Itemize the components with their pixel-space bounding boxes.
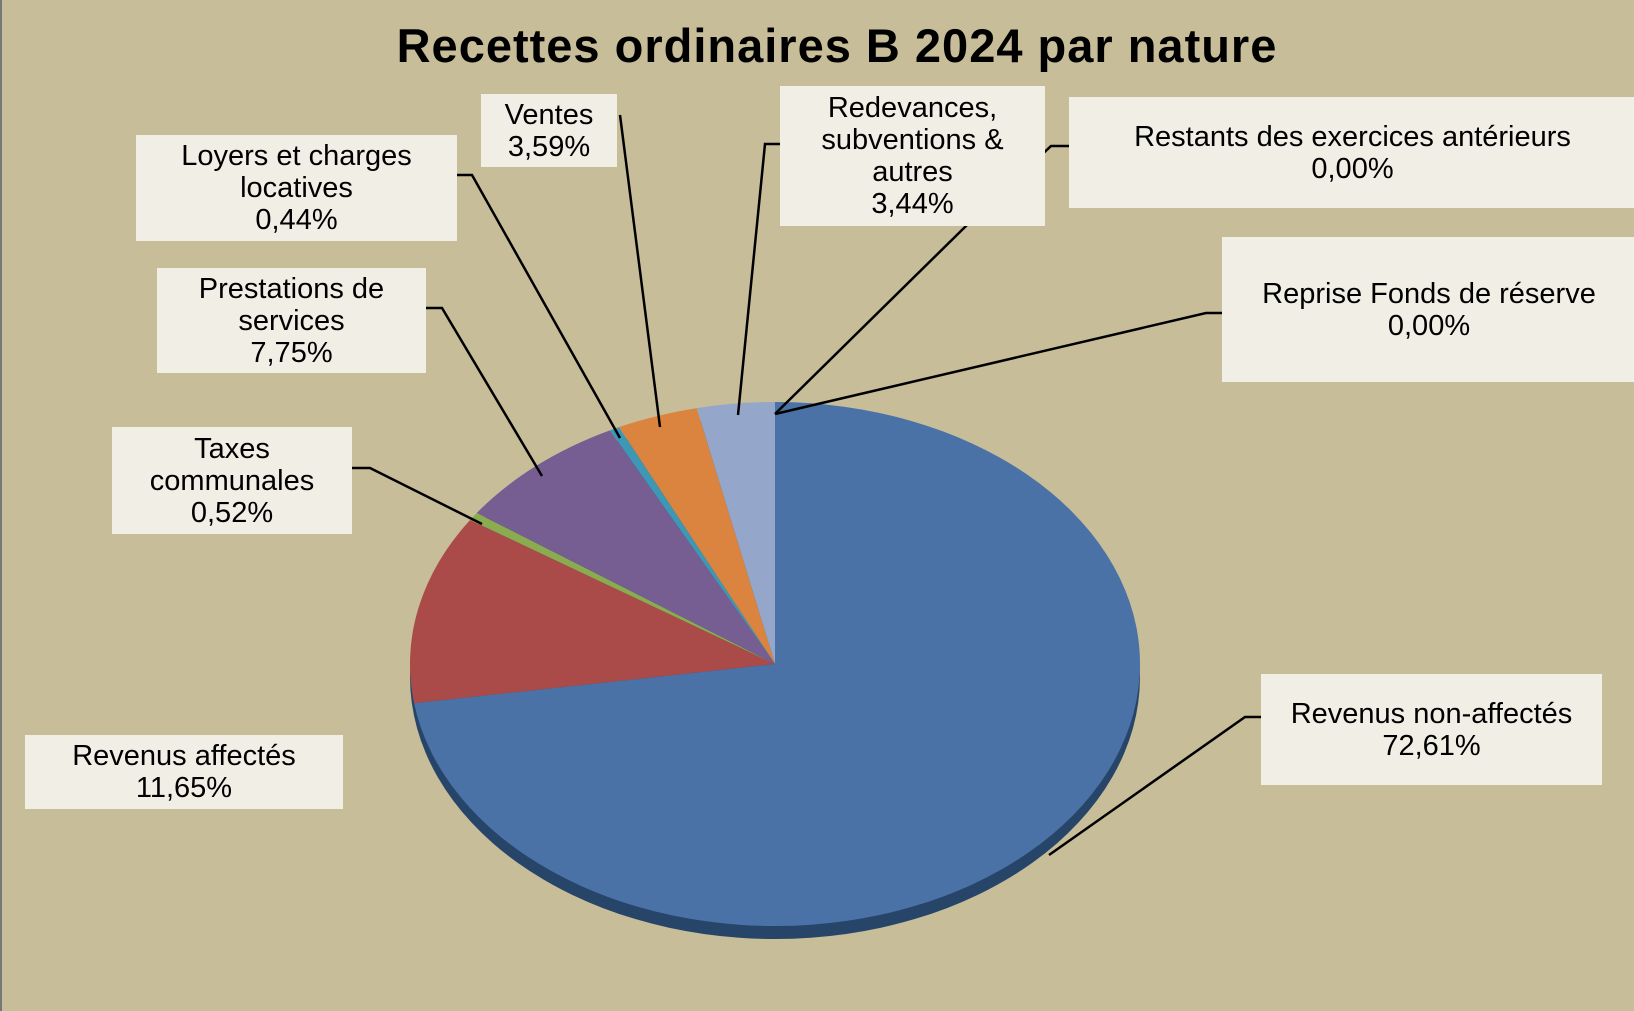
label-value: 11,65% — [135, 772, 233, 804]
label-name: Ventes — [504, 98, 594, 131]
pie-slice — [609, 427, 775, 664]
label-name: Loyers et charges locatives — [181, 140, 412, 204]
label-name: Prestations de services — [198, 272, 385, 337]
pie-slice — [618, 408, 775, 664]
leader-line — [736, 142, 780, 416]
label-value: 3,59% — [507, 130, 591, 163]
leader-line — [618, 114, 662, 428]
leader-line — [1048, 715, 1261, 857]
pie-slice — [476, 430, 775, 664]
label-name: Revenus affectés — [72, 740, 296, 772]
pie-slice — [410, 520, 775, 704]
label-value: 0,00% — [1387, 309, 1471, 342]
data-label: Prestations de services 7,75% — [157, 268, 426, 373]
label-name: Restants des exercices antérieurs — [1134, 120, 1571, 153]
pie-slice — [470, 512, 775, 664]
label-value: 3,44% — [871, 188, 954, 220]
label-name: Revenus non-affectés — [1290, 697, 1573, 730]
label-value: 7,75% — [250, 336, 333, 369]
data-label: Reprise Fonds de réserve 0,00% — [1222, 237, 1634, 382]
label-name: Reprise Fonds de réserve — [1262, 277, 1596, 310]
label-name: Redevances, subventions & autres — [821, 92, 1004, 188]
label-value: 0,52% — [190, 496, 274, 529]
data-label: Revenus affectés 11,65% — [25, 735, 343, 809]
label-value: 72,61% — [1382, 729, 1481, 762]
pie-slice — [696, 402, 775, 664]
data-label: Redevances, subventions & autres 3,44% — [780, 86, 1045, 226]
label-value: 0,44% — [255, 204, 338, 236]
data-label: Revenus non-affectés 72,61% — [1261, 674, 1602, 785]
pie-slice — [414, 402, 1140, 926]
data-label: Taxes communales 0,52% — [112, 427, 352, 534]
leader-line — [426, 306, 544, 477]
data-label: Ventes 3,59% — [481, 94, 617, 167]
chart-title: Recettes ordinaires B 2024 par nature — [396, 19, 1278, 72]
leader-line — [774, 311, 1222, 416]
data-label: Restants des exercices antérieurs 0,00% — [1069, 97, 1634, 208]
label-name: Taxes communales — [149, 432, 315, 497]
data-label: Loyers et charges locatives 0,44% — [136, 135, 457, 241]
label-value: 0,00% — [1311, 152, 1394, 185]
leader-line — [352, 466, 483, 526]
leader-line — [457, 173, 622, 439]
